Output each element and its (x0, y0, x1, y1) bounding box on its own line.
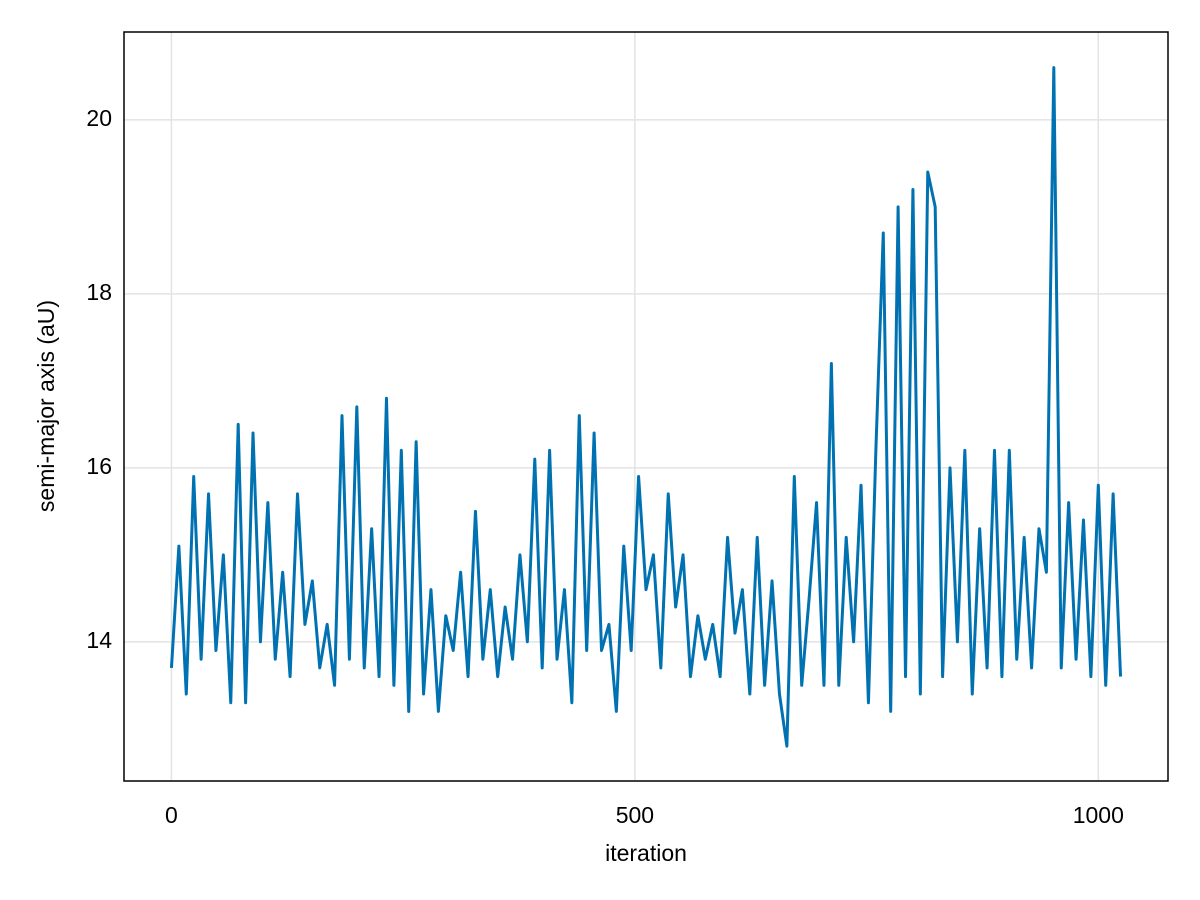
x-tick-label: 1000 (1073, 802, 1124, 828)
x-tick-label: 0 (165, 802, 178, 828)
y-tick-label: 14 (86, 627, 112, 653)
y-tick-label: 18 (86, 279, 112, 305)
plot-frame (123, 31, 1169, 782)
y-axis-label: semi-major axis (aU) (33, 300, 59, 512)
x-axis-label: iteration (605, 840, 687, 866)
y-tick-label: 16 (86, 453, 112, 479)
y-tick-label: 20 (86, 105, 112, 131)
data-line (169, 66, 1123, 748)
x-tick-label: 500 (616, 802, 654, 828)
